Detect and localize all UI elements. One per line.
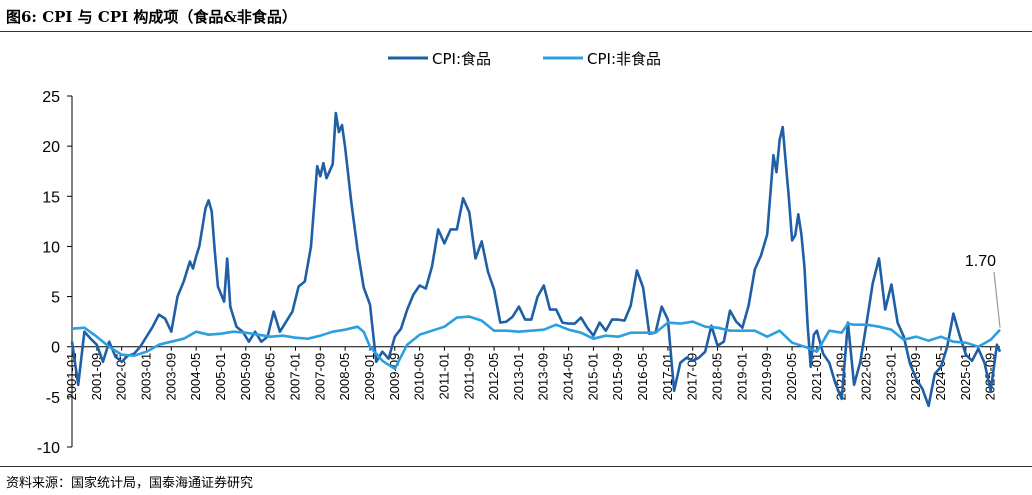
y-tick-label: -10 <box>37 440 60 457</box>
x-tick-label: 2010-05 <box>412 353 427 401</box>
x-tick-label: 2021-01 <box>809 353 824 401</box>
x-tick-label: 2024-05 <box>933 353 948 401</box>
legend-label-food: CPI:食品 <box>432 50 491 68</box>
series-line-food <box>70 111 1002 408</box>
x-tick-label: 2014-05 <box>561 353 576 401</box>
y-tick-label: 0 <box>51 340 60 357</box>
x-tick-label: 2025-01 <box>958 353 973 401</box>
x-tick-label: 2011-09 <box>461 353 476 400</box>
source-rule <box>0 466 1032 467</box>
legend-label-nonfood: CPI:非食品 <box>587 50 661 68</box>
title-rule <box>0 31 1032 32</box>
x-tick-label: 2001-09 <box>89 353 104 401</box>
x-tick-label: 2020-05 <box>784 353 799 401</box>
x-tick-label: 2012-05 <box>486 353 501 401</box>
y-tick-label: 25 <box>42 89 60 106</box>
x-tick-label: 2007-01 <box>287 353 302 401</box>
x-tick-label: 2006-05 <box>263 353 278 401</box>
x-tick-label: 2003-09 <box>163 353 178 401</box>
x-tick-label: 2002-05 <box>114 353 129 401</box>
series-line-nonfood <box>71 315 1001 371</box>
annotation-label: 1.70 <box>965 253 996 270</box>
x-tick-label: 2017-09 <box>685 353 700 401</box>
x-tick-label: 2007-09 <box>312 353 327 401</box>
y-tick-label: 5 <box>51 290 60 307</box>
x-tick-label: 2015-09 <box>610 353 625 401</box>
x-tick-label: 2005-09 <box>238 353 253 401</box>
x-tick-label: 2019-01 <box>734 353 749 401</box>
x-tick-label: 2009-01 <box>362 353 377 401</box>
annotation-leader <box>993 271 1001 328</box>
x-tick-label: 2018-05 <box>710 353 725 401</box>
x-tick-label: 2005-01 <box>213 353 228 401</box>
legend: CPI:食品 CPI:非食品 <box>388 50 661 68</box>
source-note: 资料来源：国家统计局，国泰海通证券研究 <box>6 476 254 491</box>
x-tick-label: 2004-05 <box>188 353 203 401</box>
x-tick-label: 2013-09 <box>536 353 551 401</box>
x-tick-label: 2019-09 <box>759 353 774 401</box>
figure-title: 图6: CPI 与 CPI 构成项（食品&非食品） <box>6 8 297 26</box>
y-tick-label: 20 <box>42 139 60 156</box>
x-tick-label: 2008-05 <box>337 353 352 401</box>
y-tick-label: 15 <box>42 189 60 206</box>
y-tick-label: -5 <box>46 390 60 407</box>
x-tick-label: 2016-05 <box>635 353 650 401</box>
x-tick-label: 2011-01 <box>436 353 451 400</box>
x-tick-label: 2013-01 <box>511 353 526 401</box>
x-tick-label: 2023-01 <box>883 353 898 401</box>
annotation-layer: 1.70 <box>965 253 1001 328</box>
series-layer <box>70 111 1002 408</box>
x-tick-label: 2022-05 <box>859 353 874 401</box>
y-tick-label: 10 <box>42 239 60 256</box>
x-tick-label: 2003-01 <box>138 353 153 401</box>
x-tick-label: 2015-01 <box>585 353 600 401</box>
